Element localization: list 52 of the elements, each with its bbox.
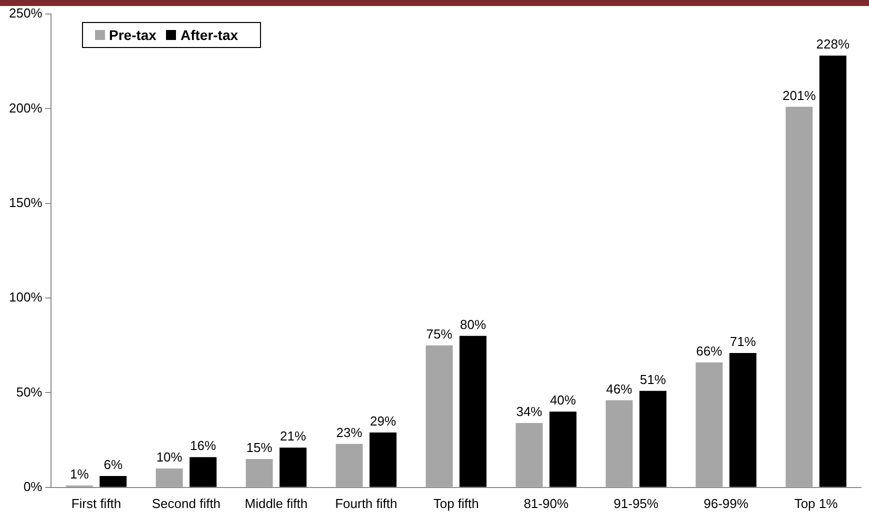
y-tick-label: 250%: [9, 6, 43, 21]
data-label: 71%: [730, 334, 756, 350]
data-label: 201%: [782, 88, 816, 103]
data-label: 21%: [280, 428, 306, 444]
y-tick-label: 0%: [23, 478, 43, 494]
data-label: 66%: [696, 344, 723, 358]
data-label: 80%: [460, 316, 486, 332]
data-label: 16%: [190, 438, 217, 454]
data-label: 10%: [156, 450, 183, 465]
data-label: 40%: [550, 392, 576, 408]
bar: [516, 423, 543, 487]
legend-label: Pre-tax: [109, 27, 156, 43]
bar: [100, 476, 127, 487]
y-tick-label: 200%: [9, 100, 43, 116]
x-tick-label: 96-99%: [704, 496, 749, 511]
bar: [156, 468, 183, 487]
x-tick-label: Top fifth: [433, 496, 479, 511]
bar: [246, 458, 273, 487]
y-tick-label: 100%: [9, 290, 43, 305]
bar: [696, 362, 723, 487]
data-label: 15%: [246, 440, 273, 456]
bar: [370, 432, 397, 487]
data-label: 23%: [336, 424, 363, 440]
bar: [819, 56, 846, 487]
x-tick-label: First fifth: [71, 496, 122, 511]
bar: [549, 412, 576, 487]
data-label: 51%: [640, 372, 666, 387]
y-tick-label: 150%: [9, 194, 43, 210]
x-tick-label: 81-90%: [524, 496, 569, 511]
x-tick-label: Fourth fifth: [335, 496, 398, 511]
data-label: 34%: [516, 404, 543, 420]
bar: [606, 400, 633, 487]
bar: [460, 336, 486, 487]
bar: [786, 106, 813, 487]
bar: [426, 345, 453, 487]
data-label: 46%: [606, 381, 633, 396]
x-tick-label: Second fifth: [152, 496, 221, 511]
data-label: 75%: [426, 326, 453, 342]
data-label: 228%: [816, 36, 850, 52]
data-label: 6%: [104, 457, 123, 472]
bar: [729, 352, 756, 487]
x-tick-label: 91-95%: [614, 496, 659, 511]
bar: [280, 448, 307, 487]
data-label: 29%: [370, 414, 396, 429]
y-tick-label: 50%: [16, 384, 43, 400]
x-tick-label: Middle fifth: [244, 496, 308, 511]
bar: [639, 390, 666, 487]
bar: [190, 457, 217, 487]
x-tick-label: Top 1%: [794, 496, 838, 511]
bar: [336, 444, 363, 487]
legend-label: After-tax: [180, 27, 238, 43]
data-label: 1%: [70, 466, 90, 482]
